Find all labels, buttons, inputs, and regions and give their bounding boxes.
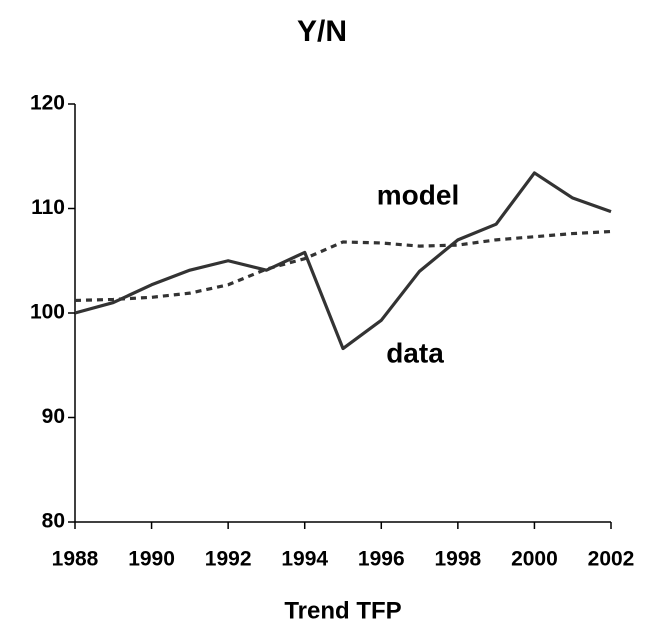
y-tick-label: 100 (30, 301, 65, 324)
x-tick-label: 1998 (434, 548, 481, 571)
line-series (74, 229, 612, 303)
x-tick-label: 2000 (511, 548, 558, 571)
x-tick-label: 1996 (358, 548, 405, 571)
x-tick-label: 2002 (588, 548, 635, 571)
x-tick-label: 1994 (281, 548, 328, 571)
series-annotation: data (386, 337, 444, 368)
line-series (74, 171, 612, 351)
chart-title: Y/N (297, 15, 347, 48)
x-tick-label: 1988 (52, 548, 99, 571)
series-annotation: model (377, 179, 459, 210)
y-tick-label: 110 (31, 196, 65, 219)
x-axis-label: Trend TFP (284, 597, 401, 624)
y-tick-label: 90 (42, 405, 65, 428)
y-tick-label: 80 (42, 510, 65, 533)
x-tick-label: 1990 (128, 548, 175, 571)
x-tick-label: 1992 (205, 548, 252, 571)
y-tick-label: 120 (30, 92, 65, 115)
